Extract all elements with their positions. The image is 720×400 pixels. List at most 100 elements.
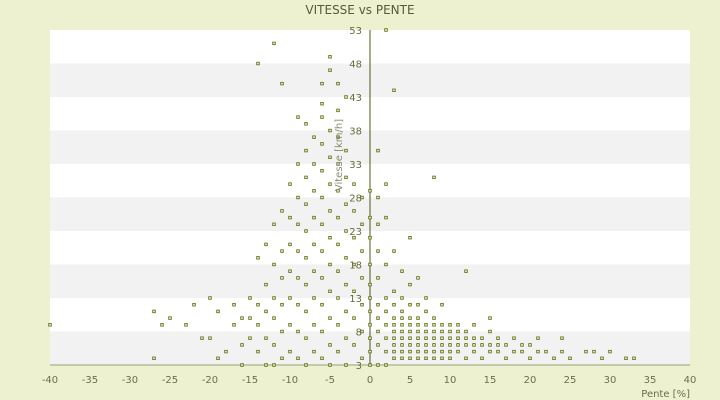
data-point (472, 349, 476, 354)
x-tick-label: 20 (524, 375, 537, 386)
data-point (296, 249, 300, 253)
data-point (368, 282, 372, 287)
data-point (320, 302, 324, 307)
data-point (400, 343, 404, 347)
data-point (328, 68, 332, 72)
data-point (424, 343, 428, 347)
data-point (296, 115, 300, 119)
data-point (256, 302, 260, 307)
data-point (264, 282, 268, 287)
data-point (416, 329, 420, 334)
data-point (320, 329, 324, 334)
data-point (440, 356, 444, 360)
data-point (320, 115, 324, 119)
data-point (408, 349, 412, 354)
data-point (392, 249, 396, 253)
data-point (184, 323, 188, 327)
x-tick-label: -15 (242, 375, 258, 386)
data-point (408, 336, 412, 340)
x-tick-label: -5 (325, 375, 335, 386)
data-point (328, 363, 332, 367)
data-point (552, 356, 556, 360)
data-point (368, 215, 372, 220)
data-point (240, 316, 244, 320)
data-point (208, 336, 212, 340)
data-point (344, 95, 348, 99)
data-point (408, 356, 412, 360)
x-tick-labels: -40 -35 -30 -25 -20 -15 -10 -5 0 5 10 15 20 25 30 35 40 (42, 375, 697, 386)
data-point (312, 215, 316, 220)
y-tick-label: 53 (349, 26, 362, 37)
data-point (328, 209, 332, 213)
data-point (400, 349, 404, 354)
data-point (376, 363, 380, 367)
data-point (392, 349, 396, 354)
data-point (560, 349, 564, 354)
y-axis-label: Vitesse [km/h] (334, 119, 345, 191)
data-point (280, 276, 284, 280)
data-point (456, 336, 460, 340)
data-point (456, 343, 460, 347)
y-tick-label: 28 (349, 194, 362, 205)
data-point (504, 356, 508, 360)
data-point (320, 222, 324, 226)
y-tick-label: 38 (349, 127, 362, 138)
data-point (424, 356, 428, 360)
data-point (360, 302, 364, 307)
data-point (416, 302, 420, 307)
data-point (304, 122, 308, 126)
data-point (272, 316, 276, 320)
data-point (344, 148, 348, 153)
data-point (328, 182, 332, 186)
data-point (440, 349, 444, 354)
data-point (416, 356, 420, 360)
data-point (392, 329, 396, 334)
data-point (488, 316, 492, 320)
data-point (392, 88, 396, 92)
data-point (336, 162, 340, 166)
data-point (392, 316, 396, 320)
data-point (480, 343, 484, 347)
data-point (440, 329, 444, 334)
data-point (544, 349, 548, 354)
data-point (160, 323, 164, 327)
data-point (384, 182, 388, 186)
data-point (344, 336, 348, 340)
data-point (400, 329, 404, 334)
data-point (432, 356, 436, 360)
data-point (288, 242, 292, 247)
data-point (440, 302, 444, 307)
data-point (312, 162, 316, 166)
data-point (368, 363, 372, 367)
data-point (344, 309, 348, 314)
data-point (280, 356, 284, 360)
x-tick-label: -20 (202, 375, 218, 386)
data-point (344, 256, 348, 260)
data-point (432, 323, 436, 327)
data-point (392, 289, 396, 293)
data-point (312, 269, 316, 273)
data-point (232, 323, 236, 327)
data-point (536, 349, 540, 354)
data-point (344, 175, 348, 180)
data-point (392, 343, 396, 347)
data-point (272, 296, 276, 300)
data-point (528, 356, 532, 360)
data-point (384, 349, 388, 354)
data-point (424, 309, 428, 314)
y-tick-label: 23 (349, 227, 362, 238)
data-point (312, 323, 316, 327)
data-point (296, 276, 300, 280)
data-point (384, 323, 388, 327)
data-point (400, 269, 404, 273)
data-point (344, 202, 348, 206)
data-point (384, 336, 388, 340)
data-point (344, 363, 348, 367)
data-point (328, 128, 332, 133)
data-point (352, 209, 356, 213)
data-point (288, 215, 292, 220)
data-point (328, 289, 332, 293)
data-point (464, 269, 468, 273)
y-tick-label: 8 (356, 328, 362, 339)
data-point (248, 296, 252, 300)
